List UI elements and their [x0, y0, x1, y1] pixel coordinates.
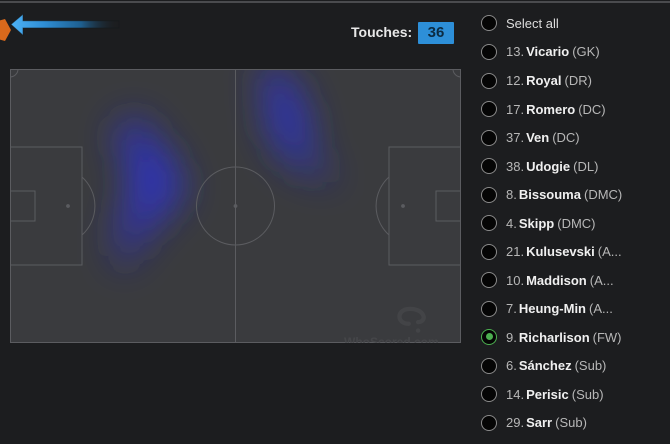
svg-text:WhoScored.com: WhoScored.com [344, 335, 439, 343]
